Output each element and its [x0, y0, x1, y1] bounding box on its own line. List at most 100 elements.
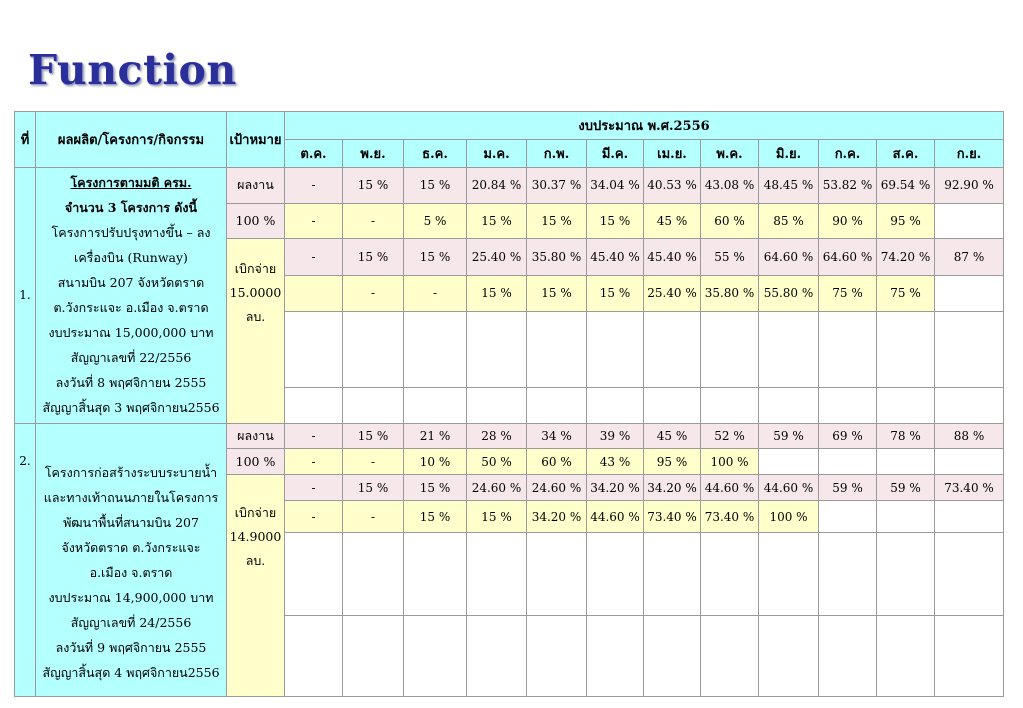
p2-work-plan-row: 2. โครงการก่อสร้างระบบระบายน้ำ และทางเท้… — [14, 422, 1005, 698]
p2-description: โครงการก่อสร้างระบบระบายน้ำ และทางเท้าถน… — [35, 422, 227, 698]
empty-cell — [342, 310, 404, 389]
cell: 90 % — [818, 202, 877, 240]
p2-line: จังหวัดตราด ต.วังกระแจะ — [61, 540, 201, 556]
cell: 25.40 % — [643, 275, 701, 312]
cell — [876, 448, 935, 475]
cell: 100 % — [758, 500, 819, 533]
cell: - — [284, 422, 343, 450]
empty-cell — [643, 387, 701, 424]
budget-table: ที่ ผลผลิต/โครงการ/กิจกรรม เป้าหมาย งบปร… — [14, 111, 1005, 698]
empty-cell — [818, 387, 877, 424]
p1-work-label: ผลงาน — [226, 167, 285, 204]
empty-cell — [933, 531, 1005, 617]
cell: 21 % — [403, 422, 467, 450]
p1-line: สัญญาเลขที่ 22/2556 — [70, 350, 192, 366]
cell: 64.60 % — [758, 238, 819, 277]
cell — [876, 500, 935, 533]
cell: 45 % — [643, 202, 701, 240]
empty-cell — [933, 310, 1005, 389]
empty-cell — [342, 387, 404, 424]
cell: - — [284, 167, 343, 204]
cell: 95 % — [876, 202, 935, 240]
month-header: ม.ค. — [466, 139, 527, 168]
cell: 88 % — [933, 422, 1005, 450]
cell: 34.04 % — [586, 167, 644, 204]
cell — [933, 202, 1005, 240]
cell: 43.08 % — [700, 167, 759, 204]
cell: - — [342, 448, 404, 475]
p1-disb-unit: ลบ. — [245, 309, 266, 325]
p2-disb-label: เบิกจ่าย — [234, 504, 277, 520]
p2-line: โครงการก่อสร้างระบบระบายน้ำ — [44, 465, 218, 481]
empty-cell — [933, 615, 1005, 697]
empty-cell — [403, 310, 467, 389]
empty-cell — [758, 310, 819, 389]
cell: 15 % — [342, 473, 404, 502]
cell: - — [403, 275, 467, 312]
p1-line: งบประมาณ 15,000,000 บาท — [48, 325, 214, 341]
cell: 15 % — [403, 473, 467, 502]
cell: 15 % — [466, 500, 527, 533]
cell: 43 % — [586, 448, 644, 475]
cell: 35.80 % — [700, 275, 759, 312]
empty-cell — [466, 310, 527, 389]
empty-cell — [643, 615, 701, 697]
empty-cell — [818, 531, 877, 617]
cell: 59 % — [876, 473, 935, 502]
p2-line: พัฒนาพื้นที่สนามบิน 207 — [63, 515, 199, 531]
empty-cell — [466, 531, 527, 617]
empty-cell — [876, 310, 935, 389]
cell: 45.40 % — [643, 238, 701, 277]
cell: 55.80 % — [758, 275, 819, 312]
cell: 25.40 % — [466, 238, 527, 277]
empty-cell — [526, 310, 587, 389]
cell: 55 % — [700, 238, 759, 277]
cell: 75 % — [818, 275, 877, 312]
cell: 44.60 % — [700, 473, 759, 502]
cell: 15 % — [586, 202, 644, 240]
empty-cell — [933, 387, 1005, 424]
month-header: ธ.ค. — [403, 139, 467, 168]
p1-disb-amount: 15.0000 — [229, 285, 282, 301]
empty-cell — [758, 531, 819, 617]
cell: 15 % — [403, 238, 467, 277]
cell: 10 % — [403, 448, 467, 475]
cell: 30.37 % — [526, 167, 587, 204]
p2-work-target: 100 % — [226, 448, 285, 475]
cell: 73.40 % — [643, 500, 701, 533]
empty-cell — [586, 387, 644, 424]
p2-empty-row — [15, 531, 1005, 617]
cell — [933, 275, 1005, 312]
p1-work-target: 100 % — [226, 202, 285, 240]
p1-line: โครงการปรับปรุงทางขึ้น – ลง — [51, 225, 211, 241]
cell: 59 % — [818, 473, 877, 502]
cell: 15 % — [342, 422, 404, 450]
empty-cell — [818, 615, 877, 697]
empty-cell — [876, 531, 935, 617]
p2-line: และทางเท้าถนนภายในโครงการ — [43, 490, 219, 506]
cell: - — [284, 238, 343, 277]
cell: 52 % — [700, 422, 759, 450]
empty-cell — [818, 310, 877, 389]
p1-description: โครงการตามมติ ครม. จำนวน 3 โครงการ ดังนี… — [35, 167, 227, 424]
p2-disb-plan-row: เบิกจ่าย 14.9000 ลบ. - 15 % 15 % 24.60 %… — [15, 473, 1005, 698]
cell: 87 % — [933, 238, 1005, 277]
cell: 34.20 % — [526, 500, 587, 533]
p1-no: 1. — [14, 167, 36, 424]
empty-cell — [700, 387, 759, 424]
cell: 15 % — [526, 202, 587, 240]
empty-cell — [876, 615, 935, 697]
cell — [818, 500, 877, 533]
empty-cell — [758, 615, 819, 697]
p1-work-actual-row: 100 % - - 5 % 15 % 15 % 15 % 45 % 60 % 8… — [15, 202, 1005, 240]
header-no: ที่ — [14, 111, 36, 168]
cell: 78 % — [876, 422, 935, 450]
p1-disb-plan-row: เบิกจ่าย 15.0000 ลบ. - 15 % 15 % 25.40 %… — [15, 238, 1005, 424]
cell: 5 % — [403, 202, 467, 240]
cell: 15 % — [586, 275, 644, 312]
cell: - — [284, 473, 343, 502]
cell: 39 % — [586, 422, 644, 450]
month-header-row: ต.ค. พ.ย. ธ.ค. ม.ค. ก.พ. มี.ค. เม.ย. พ.ค… — [15, 139, 1005, 168]
month-header: ส.ค. — [876, 139, 935, 168]
p1-line: ลงวันที่ 8 พฤศจิกายน 2555 — [55, 375, 207, 391]
